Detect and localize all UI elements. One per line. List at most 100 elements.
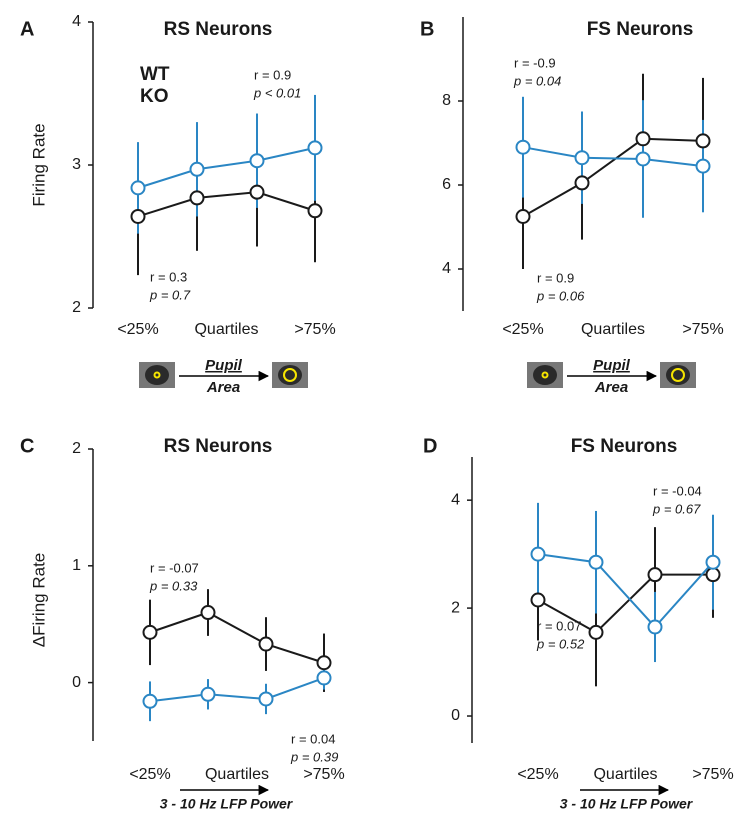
chart-title: FS Neurons	[587, 19, 694, 40]
stat-r: r = -0.04	[653, 483, 702, 498]
data-point	[515, 139, 531, 155]
y-tick-label: 4	[442, 260, 451, 277]
y-tick-label: 2	[72, 440, 81, 457]
y-axis-label: ΔFiring Rate	[29, 553, 48, 648]
data-point	[307, 203, 323, 219]
x-axis-label: Quartiles	[194, 321, 258, 338]
panel-letter: B	[420, 18, 434, 40]
stat-p: p = 0.7	[149, 287, 191, 302]
stat-p: p < 0.01	[253, 85, 301, 100]
x-tick-label: <25%	[117, 321, 158, 338]
y-tick-label: 3	[72, 156, 81, 173]
data-point	[515, 209, 531, 224]
y-tick-label: 4	[451, 491, 460, 508]
data-point	[189, 161, 205, 177]
data-point	[647, 619, 663, 635]
stat-r: r = 0.9	[254, 67, 291, 82]
data-point	[316, 670, 332, 686]
series-line	[522, 137, 704, 218]
data-point	[695, 133, 711, 149]
stat-p: p = 0.06	[536, 288, 585, 303]
stat-p: p = 0.52	[536, 636, 585, 651]
chart-title: FS Neurons	[571, 436, 678, 457]
stat-p: p = 0.67	[652, 501, 701, 516]
pupil-ring	[283, 368, 297, 382]
x-axis-label: Quartiles	[205, 766, 269, 783]
x-tick-label: >75%	[303, 766, 344, 783]
data-point	[130, 208, 146, 224]
data-point	[530, 592, 546, 608]
data-point	[574, 175, 590, 191]
arrow-label: Area	[206, 379, 240, 396]
panel-letter: C	[20, 435, 34, 457]
data-point	[307, 140, 323, 156]
data-point	[574, 150, 590, 166]
x-tick-label: <25%	[502, 321, 543, 338]
series-line	[149, 676, 325, 703]
y-tick-label: 2	[451, 599, 460, 616]
data-point	[258, 691, 274, 707]
eye-iris	[278, 365, 302, 385]
series-line	[537, 553, 714, 629]
data-point	[635, 131, 651, 147]
data-point	[249, 153, 265, 169]
pupil-ring	[153, 371, 161, 379]
arrow-label: 3 - 10 Hz LFP Power	[560, 796, 694, 812]
stat-r: r = 0.04	[291, 731, 335, 746]
data-point	[588, 554, 604, 570]
x-axis-label: Quartiles	[581, 321, 645, 338]
data-point	[530, 546, 546, 562]
y-tick-label: 8	[442, 92, 451, 109]
data-point	[588, 624, 604, 640]
panel-letter: D	[423, 435, 437, 457]
arrow-label: Pupil	[593, 357, 630, 374]
y-tick-label: 0	[72, 674, 81, 691]
y-tick-label: 0	[451, 707, 460, 724]
arrow-label: Area	[594, 379, 628, 396]
series-line	[137, 146, 316, 189]
series-line	[522, 146, 704, 168]
arrow-label: Pupil	[205, 357, 242, 374]
x-tick-label: <25%	[129, 766, 170, 783]
legend-entry: WT	[140, 64, 170, 85]
pupil-ring	[541, 371, 549, 379]
stat-p: p = 0.04	[513, 73, 561, 88]
data-point	[249, 184, 265, 200]
chart-title: RS Neurons	[164, 436, 273, 457]
stat-r: r = 0.07	[537, 618, 581, 633]
series-line	[137, 191, 316, 218]
stat-p: p = 0.39	[290, 749, 338, 764]
y-tick-label: 1	[72, 557, 81, 574]
data-point	[695, 158, 711, 174]
stat-r: r = 0.3	[150, 269, 187, 284]
data-point	[647, 567, 663, 583]
data-point	[142, 693, 158, 709]
data-point	[189, 190, 205, 206]
y-axis-label: Firing Rate	[29, 123, 48, 206]
data-point	[316, 655, 332, 671]
x-axis-label: Quartiles	[593, 766, 657, 783]
eye-iris	[145, 365, 169, 385]
data-point	[705, 567, 721, 583]
x-tick-label: >75%	[294, 321, 335, 338]
eye-iris	[666, 365, 690, 385]
y-tick-label: 6	[442, 176, 451, 193]
data-point	[130, 180, 146, 196]
x-tick-label: >75%	[682, 321, 723, 338]
panel-letter: A	[20, 18, 34, 40]
x-tick-label: >75%	[692, 766, 733, 783]
series-line	[537, 573, 713, 634]
data-point	[142, 624, 158, 640]
stat-r: r = -0.9	[514, 55, 556, 70]
pupil-ring	[671, 368, 685, 382]
chart-title: RS Neurons	[164, 19, 273, 40]
data-point	[635, 151, 651, 167]
stat-p: p = 0.33	[149, 578, 198, 593]
y-tick-label: 2	[72, 299, 81, 316]
data-point	[258, 636, 274, 652]
stat-r: r = 0.9	[537, 270, 574, 285]
data-point	[200, 686, 216, 702]
data-point	[200, 605, 216, 621]
series-line	[149, 611, 325, 664]
